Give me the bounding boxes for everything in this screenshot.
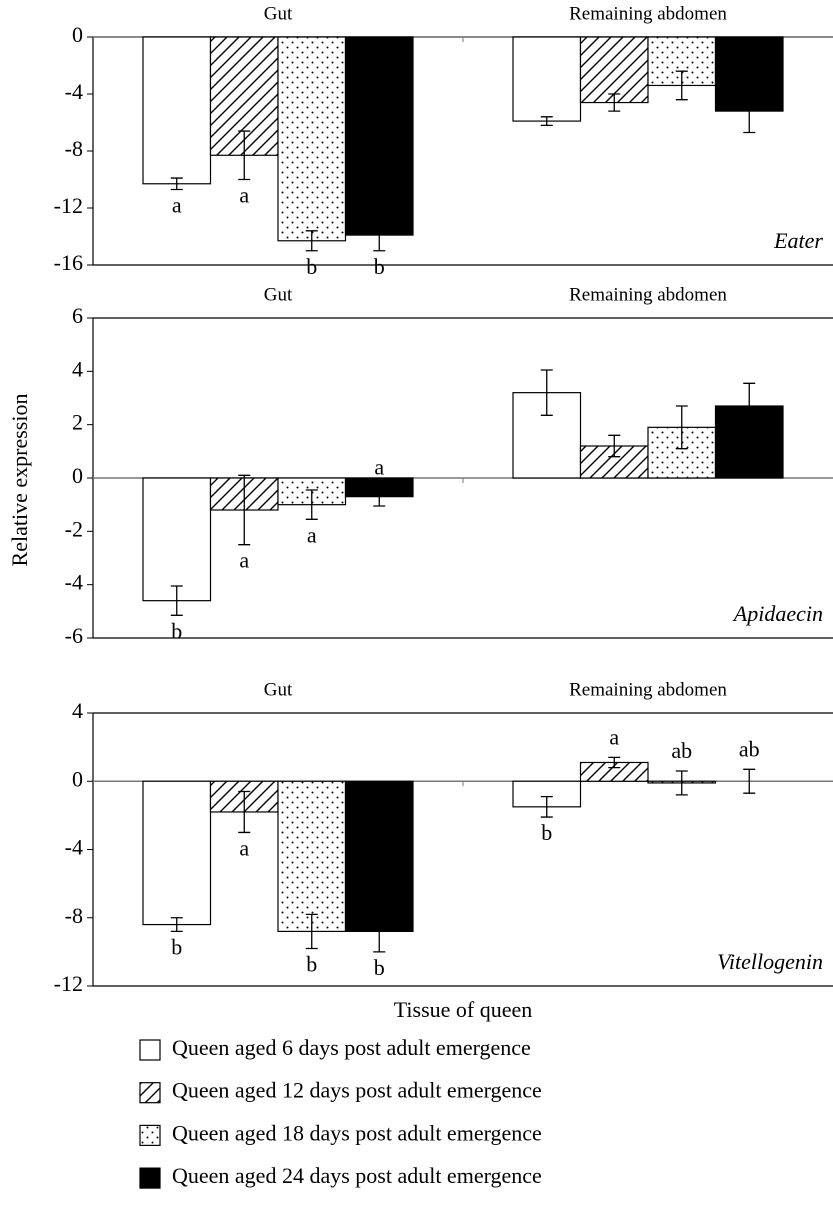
y-tick-label: -2 (65, 516, 83, 541)
bar (277, 780, 347, 932)
legend-swatch (139, 1124, 161, 1147)
y-tick-label: -6 (65, 623, 83, 648)
significance-letter: a (609, 724, 619, 749)
error-bar (373, 218, 386, 252)
legend-swatch (139, 1082, 161, 1104)
legend-label: Queen aged 18 days post adult emergence (172, 1120, 542, 1145)
significance-letter: a (172, 193, 182, 218)
significance-letter: a (374, 454, 384, 479)
error-bar (675, 405, 688, 450)
legend-label: Queen aged 24 days post adult emergence (172, 1163, 542, 1188)
bar (142, 36, 212, 185)
significance-letter: a (239, 835, 249, 860)
category-label: Gut (264, 284, 293, 305)
y-tick-label: -12 (54, 193, 83, 218)
error-bar (238, 790, 251, 834)
category-label: Remaining abdomen (569, 3, 727, 24)
error-bar (743, 382, 756, 430)
category-label: Remaining abdomen (569, 284, 727, 305)
legend-label: Queen aged 6 days post adult emergence (172, 1035, 531, 1060)
significance-letter: ab (671, 738, 692, 763)
bar (344, 780, 414, 932)
error-bar (238, 474, 251, 546)
legend-label: Queen aged 12 days post adult emergence (172, 1078, 542, 1103)
y-tick-label: -8 (65, 136, 83, 161)
bar (512, 36, 582, 122)
gene-label: Vitellogenin (717, 949, 823, 974)
y-tick-label: -12 (54, 971, 83, 996)
error-bar (170, 177, 183, 191)
y-tick-label: 2 (72, 410, 83, 435)
error-bar (675, 70, 688, 101)
y-tick-label: -4 (65, 79, 83, 104)
error-bar (170, 917, 183, 933)
significance-letter: b (374, 955, 385, 980)
error-bar (373, 910, 386, 953)
error-bar (743, 768, 756, 794)
category-label: Gut (264, 679, 293, 700)
bar (344, 36, 414, 236)
error-bar (743, 89, 756, 134)
error-bar (170, 585, 183, 616)
error-bar (540, 116, 553, 126)
y-tick-label: -4 (65, 835, 83, 860)
legend-swatch (139, 1167, 161, 1189)
bar (142, 780, 212, 926)
y-tick-label: -16 (54, 250, 83, 275)
category-label: Gut (264, 3, 293, 24)
bar (579, 36, 649, 104)
error-bar (238, 130, 251, 181)
gene-label: Apidaecin (732, 601, 823, 626)
significance-letter: b (374, 254, 385, 279)
x-axis-label: Tissue of queen (394, 997, 533, 1022)
category-label: Remaining abdomen (569, 679, 727, 700)
error-bar (540, 795, 553, 818)
y-axis-label: Relative expression (7, 394, 32, 567)
significance-letter: b (306, 952, 317, 977)
error-bar (675, 770, 688, 796)
significance-letter: b (171, 618, 182, 643)
significance-letter: a (239, 548, 249, 573)
significance-letter: b (541, 820, 552, 845)
y-tick-label: 4 (72, 356, 83, 381)
y-tick-label: 4 (72, 698, 83, 723)
y-tick-label: -8 (65, 903, 83, 928)
bar (277, 36, 347, 242)
error-bar (540, 369, 553, 416)
significance-letter: a (307, 522, 317, 547)
error-bar (373, 486, 386, 507)
error-bar (608, 756, 621, 769)
y-tick-label: 0 (72, 22, 83, 47)
gene-label: Eater (773, 228, 823, 253)
error-bar (305, 230, 318, 252)
significance-letter: b (306, 254, 317, 279)
y-tick-label: 0 (72, 766, 83, 791)
significance-letter: a (239, 183, 249, 208)
error-bar (608, 93, 621, 112)
significance-letter: b (171, 934, 182, 959)
error-bar (305, 913, 318, 950)
significance-letter: ab (739, 736, 760, 761)
y-tick-label: 0 (72, 463, 83, 488)
error-bar (305, 489, 318, 520)
error-bar (608, 434, 621, 458)
y-tick-label: 6 (72, 303, 83, 328)
bar (142, 477, 212, 602)
y-tick-label: -4 (65, 570, 83, 595)
legend-swatch (139, 1039, 161, 1061)
